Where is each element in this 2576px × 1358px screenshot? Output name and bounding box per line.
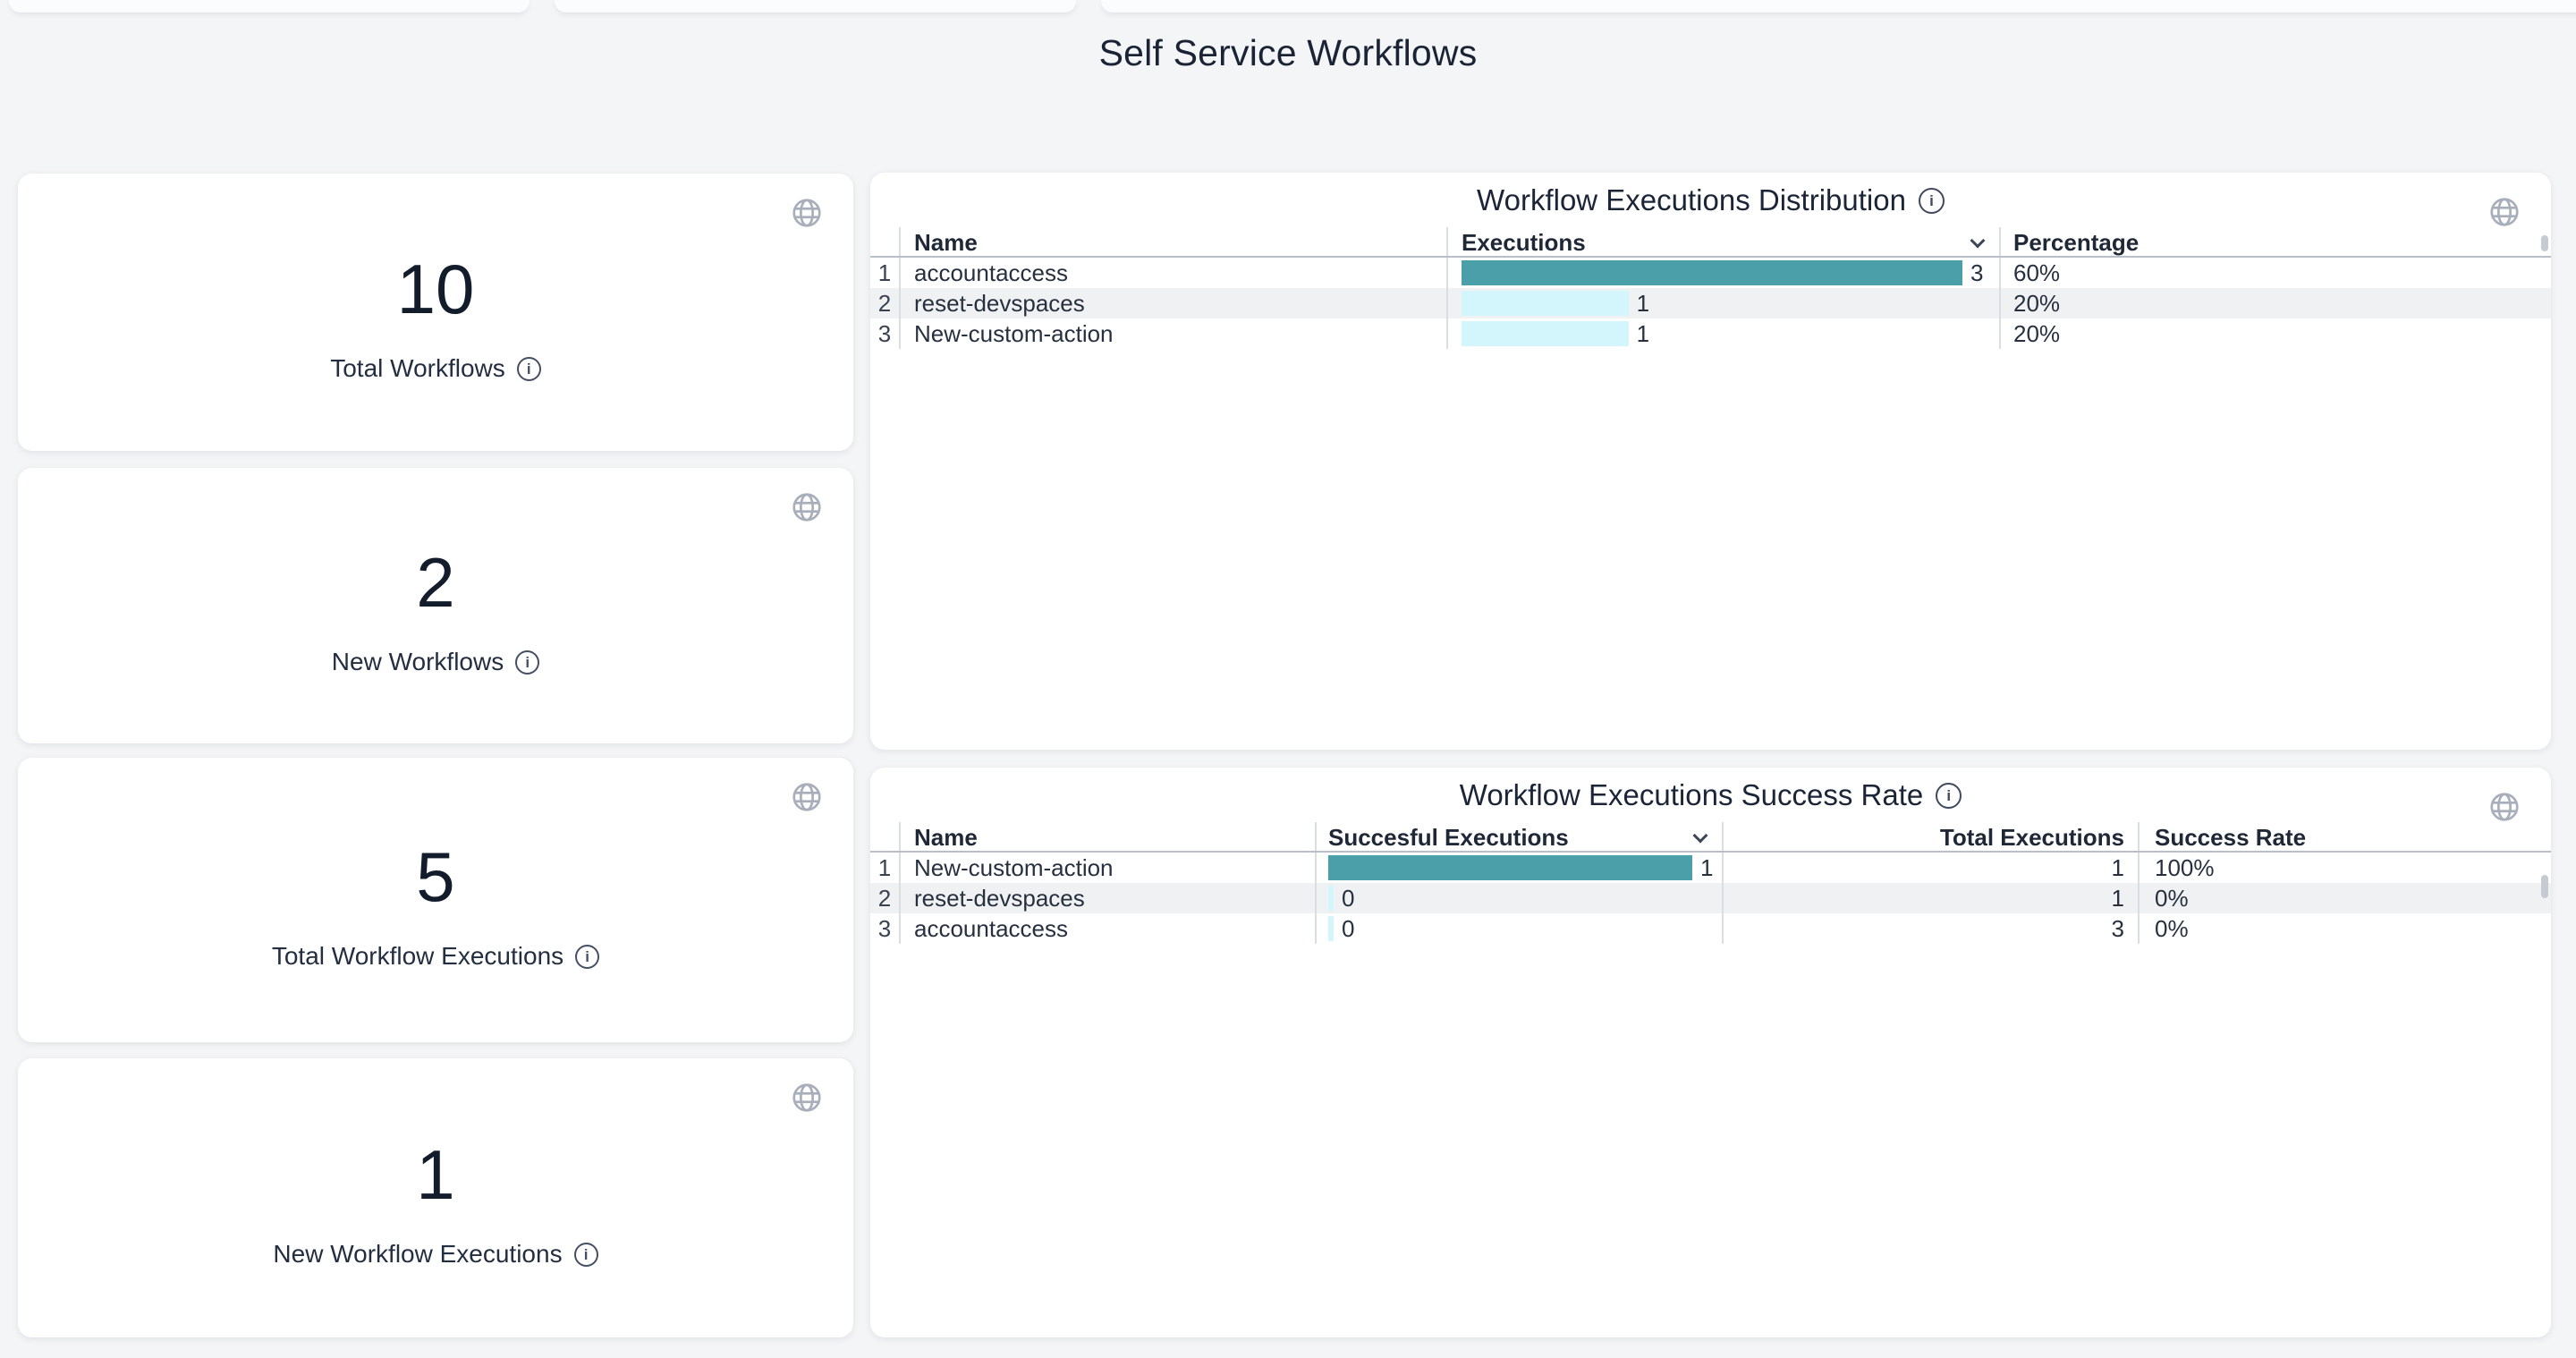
success-rate-value: 0% xyxy=(2138,913,2551,944)
stat-card-new-workflow-executions: 1 New Workflow Executions i xyxy=(18,1058,853,1337)
successful-executions-bar xyxy=(1328,916,1334,941)
executions-bar xyxy=(1462,291,1629,316)
executions-bar xyxy=(1462,321,1629,346)
scrollbar-thumb[interactable] xyxy=(2541,875,2548,898)
globe-icon[interactable] xyxy=(789,195,825,231)
workflow-name: reset-devspaces xyxy=(899,288,1446,318)
workflow-name: New-custom-action xyxy=(899,318,1446,349)
executions-value: 1 xyxy=(1636,320,1650,347)
card-title: Workflow Executions Success Rate xyxy=(1459,778,1924,811)
workflow-name: accountaccess xyxy=(899,258,1446,288)
stat-value: 1 xyxy=(416,1135,455,1214)
column-header-executions[interactable]: Executions xyxy=(1446,227,1999,256)
table-row[interactable]: 3 New-custom-action 1 20% xyxy=(870,318,2551,349)
executions-bar xyxy=(1462,260,1962,285)
workflow-executions-success-rate-card: Workflow Executions Success Rate i Name … xyxy=(870,768,2551,1337)
success-rate-value: 100% xyxy=(2138,853,2551,883)
globe-icon[interactable] xyxy=(2487,789,2522,825)
total-executions-value: 3 xyxy=(1722,913,2138,944)
column-header-success-rate[interactable]: Success Rate xyxy=(2138,822,2551,851)
stat-label: New Workflows xyxy=(331,648,504,675)
info-icon[interactable]: i xyxy=(515,649,540,675)
scrollbar-thumb[interactable] xyxy=(2541,235,2548,251)
table-row[interactable]: 1 accountaccess 3 60% xyxy=(870,258,2551,288)
info-icon[interactable]: i xyxy=(516,356,541,381)
successful-executions-bar xyxy=(1328,886,1334,911)
sort-descending-icon[interactable] xyxy=(1692,828,1708,844)
globe-icon[interactable] xyxy=(789,1080,825,1116)
top-cutoff-card xyxy=(1101,0,2576,13)
success-rate-value: 0% xyxy=(2138,883,2551,913)
column-header-percentage[interactable]: Percentage xyxy=(1999,227,2551,256)
row-index: 2 xyxy=(877,290,892,317)
stat-card-total-workflow-executions: 5 Total Workflow Executions i xyxy=(18,758,853,1042)
successful-executions-value: 0 xyxy=(1342,885,1355,912)
globe-icon[interactable] xyxy=(789,779,825,815)
table-row[interactable]: 3 accountaccess 0 3 0% xyxy=(870,913,2551,944)
table-header-row: Name Executions Percentage xyxy=(870,227,2551,258)
row-index: 3 xyxy=(877,915,892,942)
table-row[interactable]: 2 reset-devspaces 1 20% xyxy=(870,288,2551,318)
executions-value: 3 xyxy=(1970,259,1984,286)
workflow-name: accountaccess xyxy=(899,913,1315,944)
card-title: Workflow Executions Distribution xyxy=(1477,183,1906,216)
page-title: Self Service Workflows xyxy=(1098,32,1478,73)
total-executions-value: 1 xyxy=(1722,853,2138,883)
top-cutoff-card xyxy=(555,0,1076,13)
stat-label: New Workflow Executions xyxy=(273,1240,563,1268)
column-header-successful-executions[interactable]: Succesful Executions xyxy=(1315,822,1722,851)
row-index: 1 xyxy=(877,854,892,881)
column-header-name[interactable]: Name xyxy=(899,822,1315,851)
stat-value: 10 xyxy=(396,250,475,328)
row-index: 2 xyxy=(877,885,892,912)
info-icon[interactable]: i xyxy=(1918,187,1945,214)
globe-icon[interactable] xyxy=(789,489,825,525)
percentage-value: 20% xyxy=(1999,318,2551,349)
workflow-name: New-custom-action xyxy=(899,853,1315,883)
stat-value: 5 xyxy=(416,837,455,916)
globe-icon[interactable] xyxy=(2487,194,2522,230)
stat-value: 2 xyxy=(416,543,455,622)
top-cutoff-card xyxy=(9,0,530,13)
table-row[interactable]: 1 New-custom-action 1 1 100% xyxy=(870,853,2551,883)
percentage-value: 60% xyxy=(1999,258,2551,288)
distribution-table: Name Executions Percentage 1 accountacce… xyxy=(870,227,2551,349)
success-rate-table: Name Succesful Executions Total Executio… xyxy=(870,822,2551,944)
workflow-name: reset-devspaces xyxy=(899,883,1315,913)
stat-label: Total Workflows xyxy=(330,354,505,382)
workflow-executions-distribution-card: Workflow Executions Distribution i Name … xyxy=(870,173,2551,750)
successful-executions-value: 1 xyxy=(1700,854,1714,881)
info-icon[interactable]: i xyxy=(573,1242,598,1267)
column-header-name[interactable]: Name xyxy=(899,227,1446,256)
stat-card-new-workflows: 2 New Workflows i xyxy=(18,468,853,743)
sort-descending-icon[interactable] xyxy=(1970,233,1986,249)
percentage-value: 20% xyxy=(1999,288,2551,318)
successful-executions-value: 0 xyxy=(1342,915,1355,942)
info-icon[interactable]: i xyxy=(575,944,600,969)
executions-value: 1 xyxy=(1636,290,1650,317)
stat-card-total-workflows: 10 Total Workflows i xyxy=(18,174,853,451)
column-header-total-executions[interactable]: Total Executions xyxy=(1722,822,2138,851)
total-executions-value: 1 xyxy=(1722,883,2138,913)
table-header-row: Name Succesful Executions Total Executio… xyxy=(870,822,2551,853)
row-index: 3 xyxy=(877,320,892,347)
successful-executions-bar xyxy=(1328,855,1692,880)
row-index: 1 xyxy=(877,259,892,286)
info-icon[interactable]: i xyxy=(1936,782,1962,809)
stat-label: Total Workflow Executions xyxy=(271,942,564,970)
table-row[interactable]: 2 reset-devspaces 0 1 0% xyxy=(870,883,2551,913)
